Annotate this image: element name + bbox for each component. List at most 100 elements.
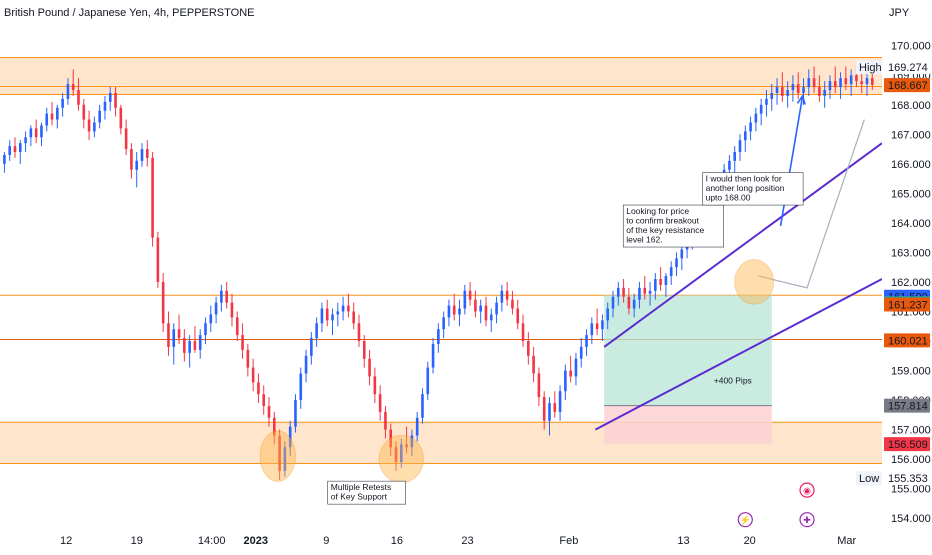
candle-149	[791, 84, 795, 91]
candle-22	[119, 107, 123, 129]
candle-125	[664, 276, 668, 285]
price-label-box-6	[884, 398, 930, 413]
price-label-7: 156.509	[888, 439, 928, 451]
time-axis[interactable]	[0, 530, 932, 550]
candle-58	[310, 338, 313, 356]
candle-127	[675, 258, 678, 268]
candle-106	[564, 370, 567, 392]
candle-27	[145, 149, 149, 158]
candle-29	[156, 237, 160, 282]
x-tick-label-5: 16	[391, 535, 403, 547]
candle-99	[527, 341, 530, 356]
candle-118	[627, 296, 631, 309]
candle-43	[230, 302, 234, 318]
highlight-circle-1[interactable]	[378, 435, 424, 484]
candle-2	[13, 146, 17, 153]
annotation-text-1-2: upto 168.00	[706, 193, 751, 203]
candle-100	[532, 355, 535, 374]
candle-54	[288, 426, 292, 448]
candle-83	[442, 317, 445, 330]
candle-86	[458, 308, 461, 315]
candle-155	[823, 90, 826, 96]
candle-13	[71, 84, 75, 91]
candle-42	[225, 290, 228, 303]
candle-103	[548, 403, 551, 421]
candle-18	[98, 110, 101, 123]
annotation-box-1[interactable]	[702, 172, 804, 206]
candle-139	[738, 140, 742, 153]
candle-7	[40, 125, 43, 138]
y-tick-label-3: 157.000	[891, 425, 931, 437]
y-tick-label-5: 159.000	[891, 366, 931, 378]
candle-140	[743, 131, 747, 141]
candle-48	[257, 382, 260, 395]
candle-160	[849, 75, 853, 85]
annotation-text-1-0: I would then look for	[706, 174, 782, 184]
candle-9	[50, 113, 54, 120]
event-icon-1[interactable]	[799, 482, 815, 498]
candle-121	[643, 287, 647, 294]
price-label-5: 160.021	[888, 335, 928, 347]
channel-line-0[interactable]	[603, 142, 883, 348]
x-tick-label-1: 19	[131, 535, 143, 547]
candle-142	[754, 113, 758, 123]
candle-157	[833, 81, 837, 88]
candle-119	[632, 299, 636, 309]
candle-102	[542, 397, 546, 421]
candle-89	[474, 299, 477, 312]
x-tick-label-8: 13	[677, 535, 689, 547]
y-tick-label-1: 155.000	[891, 484, 931, 496]
arrow-head	[796, 94, 806, 105]
candle-111	[590, 323, 594, 336]
candle-14	[77, 90, 80, 105]
candle-66	[352, 311, 355, 324]
key-zone-0	[0, 57, 882, 95]
candle-154	[818, 87, 821, 96]
highlight-circle-2[interactable]	[734, 259, 775, 305]
candle-31	[167, 323, 170, 347]
annotation-box-2[interactable]	[327, 480, 406, 505]
candle-63	[336, 311, 340, 315]
candle-61	[325, 308, 329, 321]
y-tick-label-14: 168.000	[891, 100, 931, 112]
profit-zone[interactable]	[604, 295, 772, 406]
annotation-box-0[interactable]	[622, 204, 724, 248]
candle-110	[585, 335, 588, 347]
candle-44	[235, 317, 239, 336]
event-icon-0[interactable]	[737, 512, 753, 528]
channel-line-1[interactable]	[594, 278, 883, 431]
event-glyph-2: ✚	[803, 515, 811, 525]
candle-6	[34, 128, 38, 138]
annotation-text-0-1: to confirm breakout	[626, 216, 699, 226]
candle-35	[188, 341, 191, 353]
event-icon-2[interactable]	[799, 512, 815, 528]
projection-path[interactable]	[758, 119, 865, 289]
candle-82	[437, 329, 440, 344]
candle-74	[394, 447, 398, 463]
candle-76	[405, 444, 408, 448]
candle-17	[93, 122, 96, 132]
x-tick-label-3: 2023	[244, 535, 268, 547]
candle-57	[304, 355, 308, 374]
highlight-circle-0[interactable]	[259, 430, 296, 482]
chart-title: British Pound / Japanese Yen, 4h, PEPPER…	[4, 7, 255, 19]
annotation-text-2-0: Multiple Retests	[331, 482, 391, 492]
candle-117	[622, 287, 625, 297]
candle-101	[537, 373, 541, 398]
price-tag-box-8	[856, 471, 882, 486]
x-tick-label-7: Feb	[559, 535, 578, 547]
candle-162	[860, 81, 864, 85]
candle-87	[463, 290, 467, 309]
candle-34	[183, 338, 186, 353]
price-label-box-8	[884, 471, 930, 486]
price-label-1: 168.667	[888, 80, 928, 92]
candle-45	[241, 335, 244, 350]
candle-113	[601, 320, 604, 330]
x-tick-label-6: 23	[461, 535, 473, 547]
candle-143	[759, 104, 763, 114]
price-label-0: 169.274	[888, 62, 928, 74]
candle-112	[595, 323, 599, 330]
stop-zone[interactable]	[604, 405, 772, 445]
